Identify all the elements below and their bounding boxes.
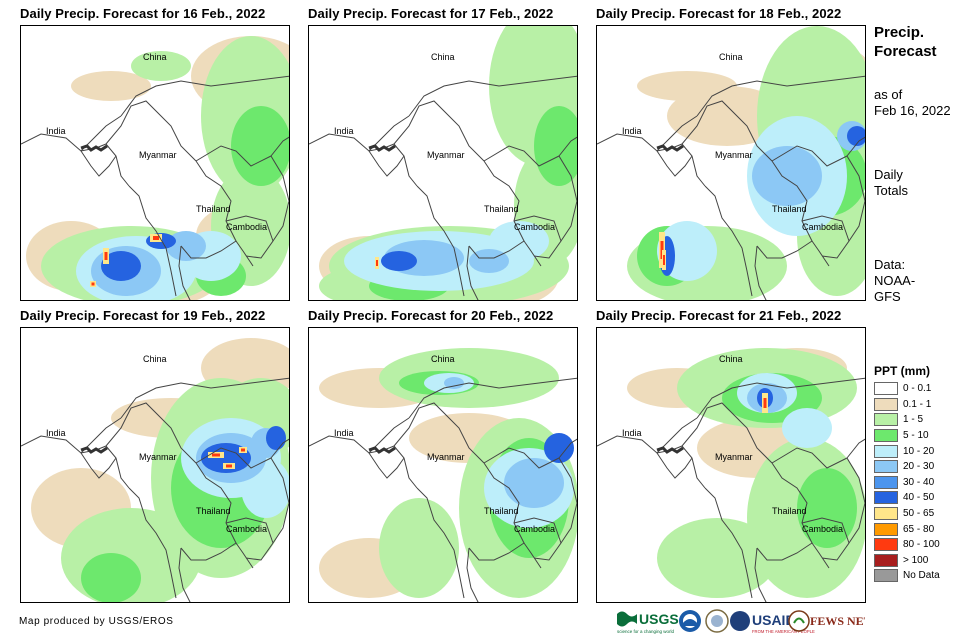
legend-swatch [874,491,898,505]
legend-label: 10 - 20 [903,445,935,457]
legend-item: 20 - 30 [874,459,964,475]
legend-item: No Data [874,568,964,584]
legend-item: 30 - 40 [874,475,964,491]
side-title-line2: Forecast [874,43,937,60]
precip-map-graphic [21,338,289,602]
legend-swatch [874,444,898,458]
legend-item: 5 - 10 [874,428,964,444]
panel-title: Daily Precip. Forecast for 21 Feb., 2022 [596,308,842,323]
legend-item: 1 - 5 [874,412,964,428]
as-of-text: as of Feb 16, 2022 [874,87,964,119]
precip-map-graphic [597,348,865,602]
legend-label: 0 - 0.1 [903,383,932,395]
fews-net-logo-text: FEWS NET [810,614,865,628]
side-title-line1: Precip. [874,24,925,41]
legend-item: 40 - 50 [874,490,964,506]
usgs-tagline: science for a changing world [617,629,675,634]
legend-item: 10 - 20 [874,443,964,459]
legend-swatch [874,382,898,396]
legend-swatch [874,538,898,552]
data-source-line2: NOAA- [874,273,916,288]
data-source-line3: GFS [874,289,901,304]
data-source-line1: Data: [874,257,906,272]
precip-map: China India Myanmar Thailand Cambodia [596,327,866,603]
legend-item: 0 - 0.1 [874,381,964,397]
legend-label: 1 - 5 [903,414,924,426]
usaid-logo-text: USAID [752,612,796,628]
precip-map: China India Myanmar Thailand Cambodia [596,25,866,301]
legend-swatch [874,475,898,489]
precip-map: China India Myanmar Thailand Cambodia [20,327,290,603]
panel-title: Daily Precip. Forecast for 16 Feb., 2022 [20,6,266,21]
fews-net-logo: FEWS NET [788,610,865,632]
legend-title: PPT (mm) [874,364,931,378]
precip-map: China India Myanmar Thailand Cambodia [20,25,290,301]
legend-label: > 100 [903,554,929,566]
legend-swatch [874,507,898,521]
data-source-text: Data: NOAA- GFS [874,257,964,305]
legend-item: 80 - 100 [874,537,964,553]
legend-label: 5 - 10 [903,430,929,442]
precip-map-graphic [597,26,865,300]
usgs-logo-text: USGS [639,611,679,627]
legend-item: > 100 [874,553,964,569]
legend-label: No Data [903,570,940,582]
side-title: Precip. Forecast [874,23,964,61]
daily-totals-line2: Totals [874,183,908,198]
precip-map-graphic [21,36,289,300]
daily-totals-line1: Daily [874,167,903,182]
legend-swatch [874,460,898,474]
legend-swatch [874,569,898,583]
legend-label: 65 - 80 [903,523,935,535]
panel-title: Daily Precip. Forecast for 17 Feb., 2022 [308,6,554,21]
doi-seal-logo [705,609,729,633]
panel-title: Daily Precip. Forecast for 18 Feb., 2022 [596,6,842,21]
panel-title: Daily Precip. Forecast for 20 Feb., 2022 [308,308,554,323]
legend-label: 80 - 100 [903,539,940,551]
usgs-logo: USGS science for a changing world [617,611,679,634]
precip-map-graphic [309,26,577,300]
precip-map-graphic [309,348,577,602]
daily-totals-text: Daily Totals [874,167,964,199]
as-of-line2: Feb 16, 2022 [874,103,951,118]
legend-label: 0.1 - 1 [903,398,932,410]
map-credit: Map produced by USGS/EROS [19,616,174,627]
noaa-logo [679,610,701,632]
as-of-line1: as of [874,87,903,102]
precip-map: China India Myanmar Thailand Cambodia [308,327,578,603]
legend-rows: 0 - 0.1 0.1 - 1 1 - 5 5 - 10 10 - 20 20 - 30 3… [874,381,964,584]
agency-logos: USGS science for a changing world USAID … [617,609,865,634]
legend-label: 20 - 30 [903,461,935,473]
legend-item: 0.1 - 1 [874,397,964,413]
precip-map: China India Myanmar Thailand Cambodia [308,25,578,301]
usaid-logo: USAID FROM THE AMERICAN PEOPLE [730,611,815,634]
legend-swatch [874,413,898,427]
panel-title: Daily Precip. Forecast for 19 Feb., 2022 [20,308,266,323]
legend-swatch [874,522,898,536]
legend: PPT (mm) 0 - 0.1 0.1 - 1 1 - 5 5 - 10 10 - 2… [874,364,964,584]
legend-label: 50 - 65 [903,508,935,520]
legend-item: 50 - 65 [874,506,964,522]
legend-item: 65 - 80 [874,521,964,537]
legend-swatch [874,397,898,411]
legend-label: 30 - 40 [903,476,935,488]
legend-label: 40 - 50 [903,492,935,504]
legend-swatch [874,553,898,567]
legend-swatch [874,429,898,443]
usaid-tagline: FROM THE AMERICAN PEOPLE [752,629,815,634]
